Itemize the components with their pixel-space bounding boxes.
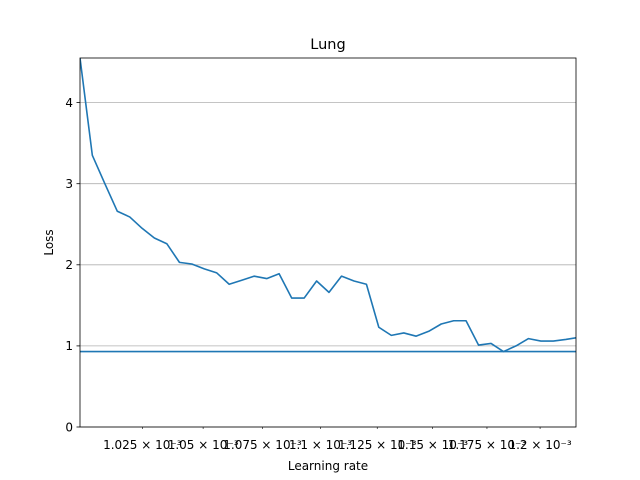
y-tick-label: 3 xyxy=(65,177,73,191)
x-tick-label: 1.025 × 10⁻³ xyxy=(103,438,182,452)
x-tick-label: 1.15 × 10⁻³ xyxy=(397,438,468,452)
x-tick-label: 1.05 × 10⁻³ xyxy=(168,438,239,452)
plot-lines xyxy=(80,58,576,353)
chart-title: Lung xyxy=(310,37,345,53)
x-tick-label: 1.2 × 10⁻³ xyxy=(508,438,571,452)
x-tick-label: 1.125 × 10⁻³ xyxy=(338,438,417,452)
y-tick-label: 0 xyxy=(65,420,73,434)
axes-frame xyxy=(79,57,577,428)
loss-series-line xyxy=(80,58,576,353)
x-tick-label: 1.175 × 10⁻³ xyxy=(448,438,527,452)
y-tick-label: 1 xyxy=(65,339,73,353)
y-tick-label: 2 xyxy=(65,258,73,272)
x-axis-label: Learning rate xyxy=(288,459,368,473)
x-tick-label: 1.1 × 10⁻³ xyxy=(289,438,352,452)
y-tick-label: 4 xyxy=(65,96,73,110)
x-tick-label: 1.075 × 10⁻³ xyxy=(223,438,302,452)
x-ticks: 1.025 × 10⁻³1.05 × 10⁻³1.075 × 10⁻³1.1 ×… xyxy=(103,427,572,452)
y-ticks: 0 1 2 3 4 xyxy=(65,96,80,434)
y-axis-label: Loss xyxy=(42,229,56,255)
